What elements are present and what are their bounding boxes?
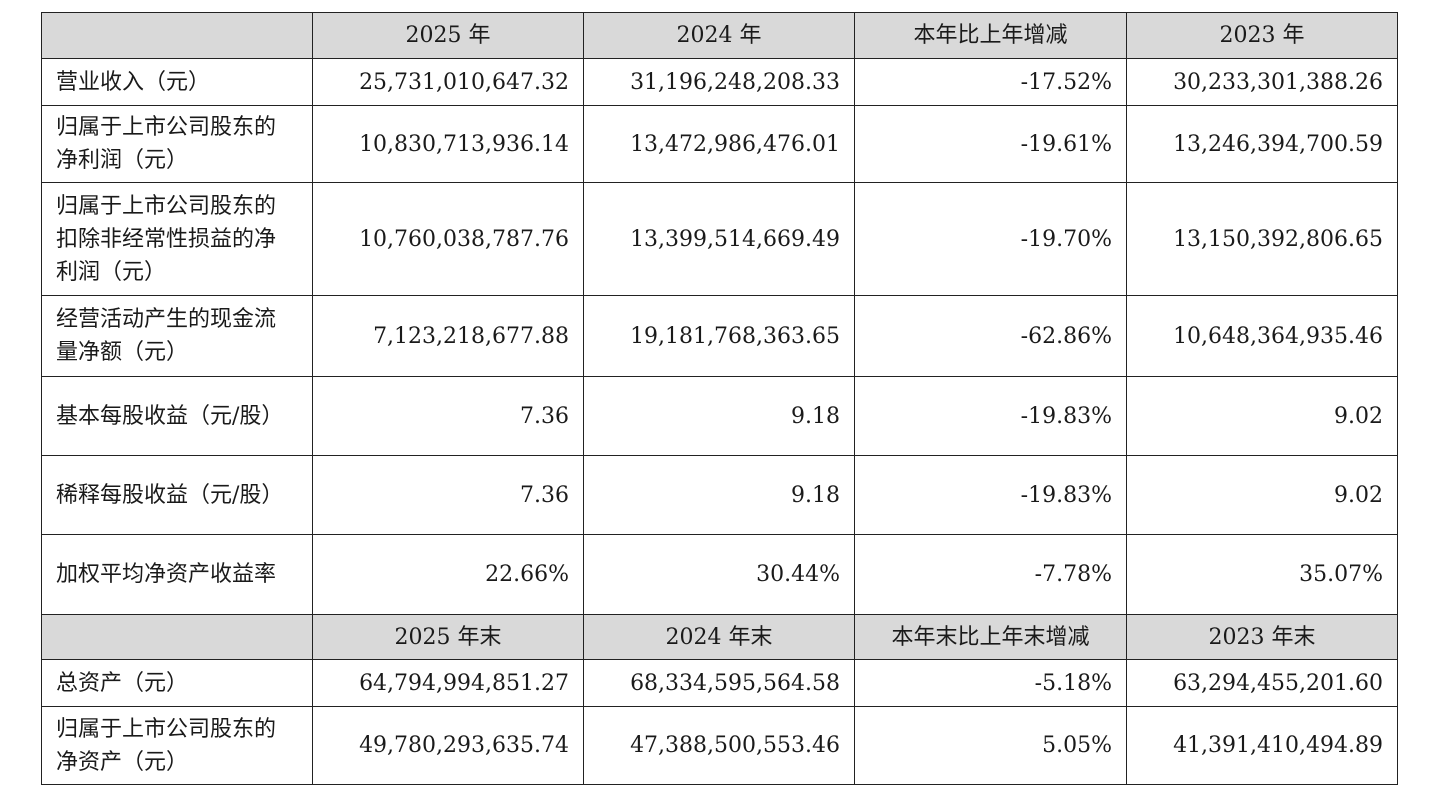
value-2023: 13,246,394,700.59 [1126, 105, 1398, 183]
value-2024-end: 68,334,595,564.58 [583, 659, 855, 707]
row-label: 归属于上市公司股东的净资产（元） [41, 706, 313, 785]
table-row: 总资产（元） 64,794,994,851.27 68,334,595,564.… [41, 659, 1398, 707]
header-cell-2024-end: 2024 年末 [583, 614, 855, 660]
value-2024: 31,196,248,208.33 [583, 58, 855, 106]
row-label: 基本每股收益（元/股） [41, 376, 313, 456]
value-2023: 30,233,301,388.26 [1126, 58, 1398, 106]
value-2025-end: 64,794,994,851.27 [312, 659, 584, 707]
value-2025: 7.36 [312, 376, 584, 456]
table-header-row: 2025 年 2024 年 本年比上年增减 2023 年 [41, 12, 1398, 59]
value-2025-end: 49,780,293,635.74 [312, 706, 584, 785]
value-change: -19.83% [854, 455, 1127, 535]
value-change: -19.83% [854, 376, 1127, 456]
value-change: -62.86% [854, 295, 1127, 377]
value-2025: 10,830,713,936.14 [312, 105, 584, 183]
header-cell-2025-end: 2025 年末 [312, 614, 584, 660]
value-change: -19.70% [854, 182, 1127, 296]
value-2024: 13,399,514,669.49 [583, 182, 855, 296]
row-label: 归属于上市公司股东的扣除非经常性损益的净利润（元） [41, 182, 313, 296]
header-cell-change: 本年比上年增减 [854, 12, 1127, 59]
table-row: 营业收入（元） 25,731,010,647.32 31,196,248,208… [41, 58, 1398, 106]
value-2024: 30.44% [583, 534, 855, 615]
value-change-end: -5.18% [854, 659, 1127, 707]
value-change: -7.78% [854, 534, 1127, 615]
header-cell-2025: 2025 年 [312, 12, 584, 59]
value-2025: 7,123,218,677.88 [312, 295, 584, 377]
row-label: 稀释每股收益（元/股） [41, 455, 313, 535]
value-2023: 13,150,392,806.65 [1126, 182, 1398, 296]
row-label: 总资产（元） [41, 659, 313, 707]
row-label: 加权平均净资产收益率 [41, 534, 313, 615]
value-2025: 10,760,038,787.76 [312, 182, 584, 296]
header-cell-2024: 2024 年 [583, 12, 855, 59]
header-cell-2023-end: 2023 年末 [1126, 614, 1398, 660]
value-2024: 19,181,768,363.65 [583, 295, 855, 377]
value-2023: 10,648,364,935.46 [1126, 295, 1398, 377]
value-2023: 35.07% [1126, 534, 1398, 615]
value-2025: 7.36 [312, 455, 584, 535]
table-row: 经营活动产生的现金流量净额（元） 7,123,218,677.88 19,181… [41, 295, 1398, 377]
value-2024: 9.18 [583, 455, 855, 535]
value-change-end: 5.05% [854, 706, 1127, 785]
value-change: -17.52% [854, 58, 1127, 106]
value-2024-end: 47,388,500,553.46 [583, 706, 855, 785]
table-row: 归属于上市公司股东的扣除非经常性损益的净利润（元） 10,760,038,787… [41, 182, 1398, 296]
value-2024: 13,472,986,476.01 [583, 105, 855, 183]
row-label: 归属于上市公司股东的净利润（元） [41, 105, 313, 183]
header-cell-2023: 2023 年 [1126, 12, 1398, 59]
value-2023-end: 41,391,410,494.89 [1126, 706, 1398, 785]
header-cell-blank [41, 12, 313, 59]
table-header-row: 2025 年末 2024 年末 本年末比上年末增减 2023 年末 [41, 614, 1398, 660]
value-2023: 9.02 [1126, 376, 1398, 456]
table-row: 加权平均净资产收益率 22.66% 30.44% -7.78% 35.07% [41, 534, 1398, 615]
value-2024: 9.18 [583, 376, 855, 456]
table-row: 归属于上市公司股东的净利润（元） 10,830,713,936.14 13,47… [41, 105, 1398, 183]
value-2025: 25,731,010,647.32 [312, 58, 584, 106]
header-cell-blank [41, 614, 313, 660]
value-2025: 22.66% [312, 534, 584, 615]
row-label: 经营活动产生的现金流量净额（元） [41, 295, 313, 377]
table-row: 归属于上市公司股东的净资产（元） 49,780,293,635.74 47,38… [41, 706, 1398, 785]
table-row: 稀释每股收益（元/股） 7.36 9.18 -19.83% 9.02 [41, 455, 1398, 535]
table-row: 基本每股收益（元/股） 7.36 9.18 -19.83% 9.02 [41, 376, 1398, 456]
value-2023-end: 63,294,455,201.60 [1126, 659, 1398, 707]
financial-data-table: 2025 年 2024 年 本年比上年增减 2023 年 营业收入（元） 25,… [41, 12, 1398, 785]
value-2023: 9.02 [1126, 455, 1398, 535]
header-cell-change-end: 本年末比上年末增减 [854, 614, 1127, 660]
row-label: 营业收入（元） [41, 58, 313, 106]
value-change: -19.61% [854, 105, 1127, 183]
